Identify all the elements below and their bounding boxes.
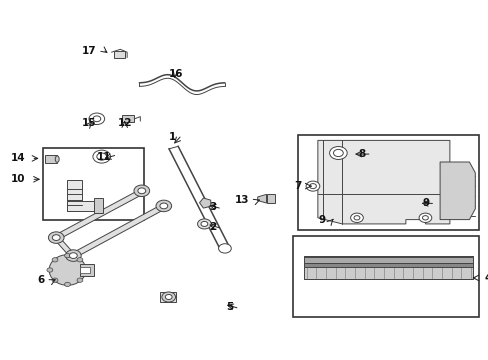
Ellipse shape — [49, 255, 86, 285]
Circle shape — [418, 213, 431, 222]
Bar — [43, 148, 144, 220]
Bar — [160, 292, 176, 302]
Bar — [114, 51, 124, 58]
Circle shape — [422, 216, 427, 220]
Text: 3: 3 — [208, 202, 216, 212]
Circle shape — [77, 278, 82, 282]
Circle shape — [134, 185, 149, 197]
Circle shape — [197, 219, 211, 229]
Circle shape — [218, 244, 231, 253]
Bar — [67, 180, 82, 211]
Text: 7: 7 — [294, 181, 301, 191]
Ellipse shape — [55, 156, 59, 162]
Bar — [122, 115, 134, 122]
Circle shape — [353, 216, 359, 220]
Circle shape — [162, 292, 175, 302]
Circle shape — [333, 149, 343, 157]
Bar — [94, 198, 102, 213]
Bar — [80, 264, 94, 276]
Text: 17: 17 — [82, 46, 97, 56]
Bar — [304, 256, 472, 279]
Circle shape — [52, 258, 58, 262]
Circle shape — [69, 253, 77, 258]
Text: 14: 14 — [11, 153, 25, 163]
Circle shape — [309, 184, 316, 189]
Text: 10: 10 — [11, 174, 25, 184]
Circle shape — [65, 250, 81, 261]
Circle shape — [89, 113, 104, 125]
Bar — [298, 135, 478, 230]
Circle shape — [52, 235, 60, 240]
Text: 2: 2 — [208, 222, 216, 232]
Text: 9: 9 — [421, 198, 428, 208]
Bar — [293, 236, 478, 317]
Text: 15: 15 — [81, 118, 96, 128]
Polygon shape — [439, 162, 474, 220]
Circle shape — [64, 282, 70, 287]
Text: 16: 16 — [168, 69, 183, 79]
Polygon shape — [199, 198, 210, 208]
Circle shape — [93, 116, 101, 122]
Text: 6: 6 — [38, 275, 45, 285]
Bar — [266, 194, 275, 203]
Circle shape — [93, 150, 110, 163]
Circle shape — [97, 153, 106, 160]
Circle shape — [82, 268, 88, 272]
Text: 5: 5 — [226, 302, 233, 312]
Polygon shape — [72, 253, 73, 258]
Polygon shape — [71, 203, 168, 258]
Circle shape — [77, 258, 82, 262]
Circle shape — [138, 188, 145, 194]
Text: 13: 13 — [234, 195, 249, 205]
Polygon shape — [257, 194, 266, 203]
Text: 12: 12 — [117, 118, 132, 128]
Circle shape — [156, 200, 171, 212]
Bar — [67, 201, 99, 211]
Text: 8: 8 — [358, 149, 365, 159]
Text: 11: 11 — [97, 152, 111, 162]
Circle shape — [305, 181, 319, 191]
Text: 4: 4 — [483, 273, 488, 283]
Text: 1: 1 — [168, 132, 176, 142]
Bar — [45, 155, 57, 163]
Circle shape — [47, 268, 53, 272]
Circle shape — [52, 278, 58, 282]
Circle shape — [48, 232, 64, 243]
Bar — [80, 267, 90, 273]
Polygon shape — [54, 237, 75, 257]
Bar — [304, 257, 472, 263]
Circle shape — [350, 213, 363, 222]
Text: 9: 9 — [317, 215, 325, 225]
Circle shape — [329, 147, 346, 159]
Bar — [304, 263, 472, 267]
Polygon shape — [54, 187, 148, 240]
Polygon shape — [317, 140, 449, 224]
Circle shape — [64, 253, 70, 258]
Circle shape — [165, 294, 172, 300]
Circle shape — [201, 221, 207, 226]
Circle shape — [160, 203, 167, 209]
